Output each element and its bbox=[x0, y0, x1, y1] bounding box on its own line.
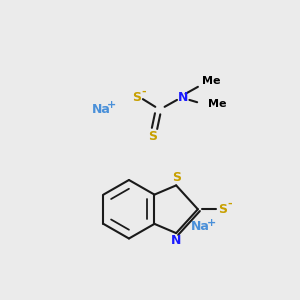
Text: S: S bbox=[132, 91, 141, 104]
Text: Na: Na bbox=[191, 220, 210, 233]
Text: Me: Me bbox=[202, 76, 220, 86]
Text: S: S bbox=[172, 171, 181, 184]
Text: +: + bbox=[206, 218, 216, 228]
Text: S: S bbox=[218, 203, 227, 216]
Text: -: - bbox=[227, 199, 232, 209]
Text: Na: Na bbox=[92, 103, 110, 116]
Text: S: S bbox=[148, 130, 157, 142]
Text: +: + bbox=[107, 100, 116, 110]
Text: Me: Me bbox=[208, 99, 226, 109]
Text: N: N bbox=[171, 234, 181, 247]
Text: -: - bbox=[141, 87, 146, 97]
Text: N: N bbox=[178, 91, 188, 104]
